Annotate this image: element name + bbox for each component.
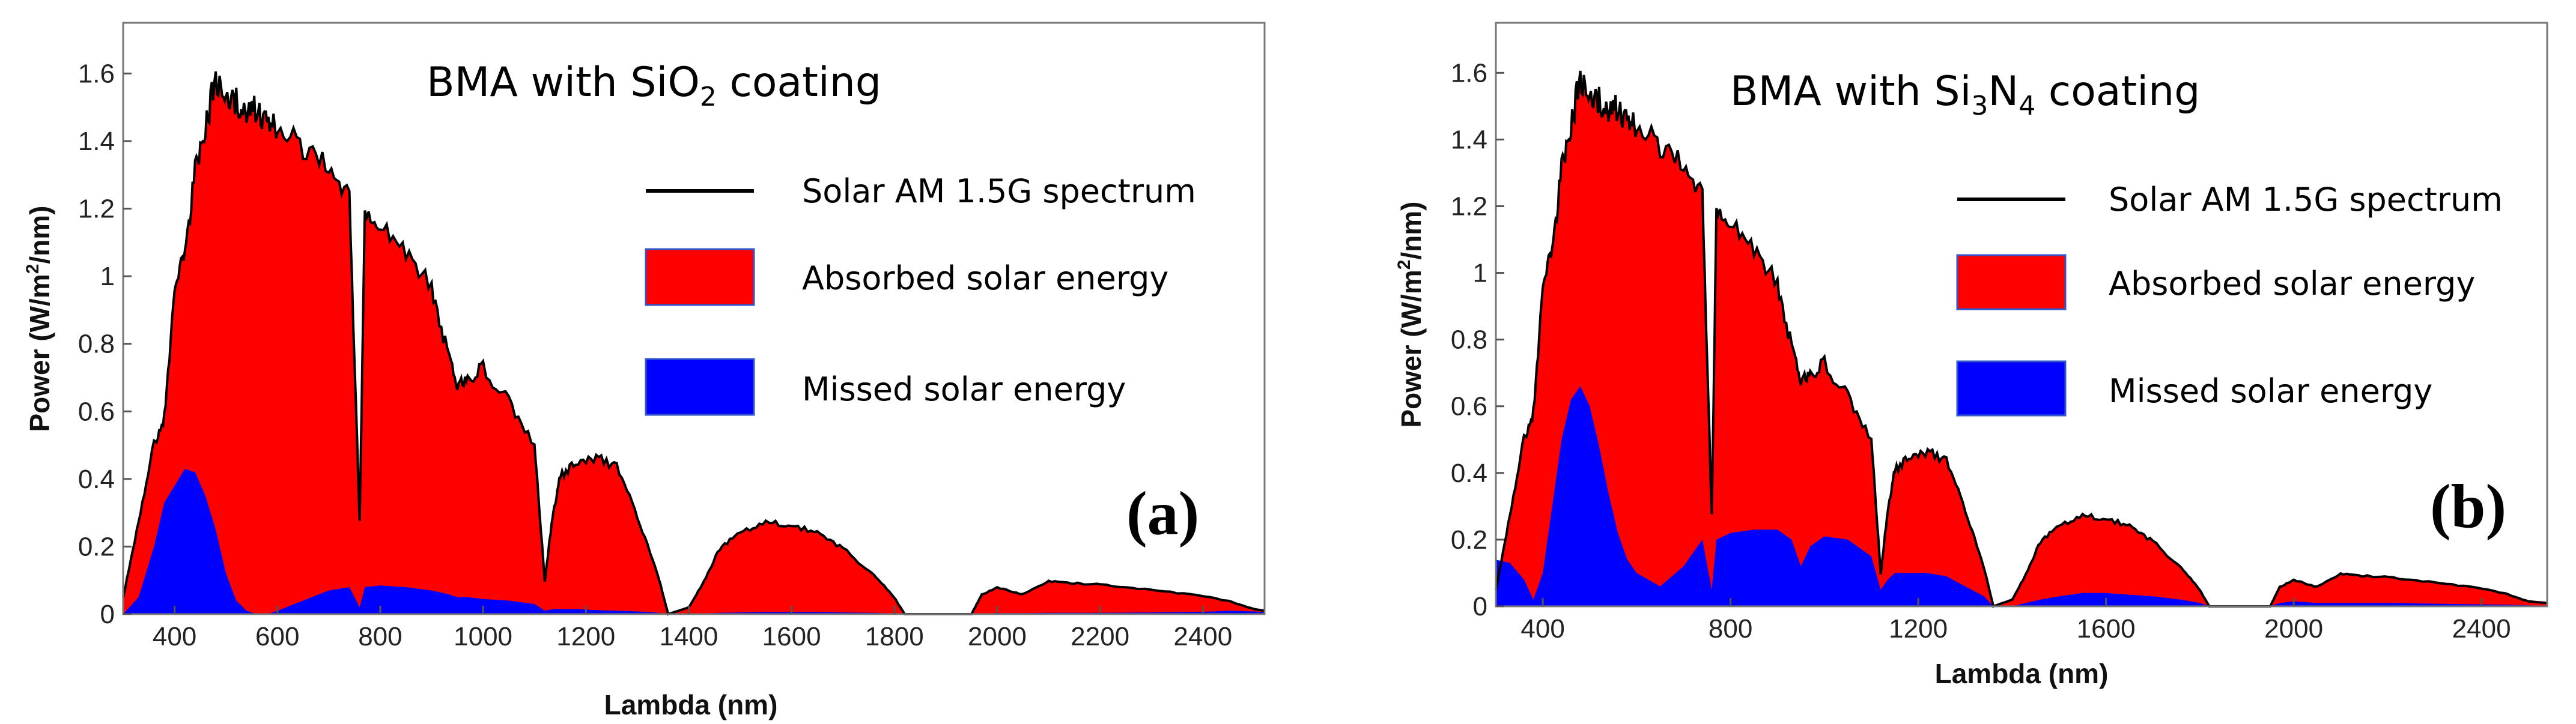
panel-a-x-axis-label: Lambda (nm) xyxy=(604,689,778,720)
panel-a-y-tick-label: 0 xyxy=(100,600,115,629)
panel-b: 400 800 1200 1600 2000 2400 0 0.2 0.4 0.6 0.8 1 1.2… xyxy=(1394,22,2548,689)
panel-b-legend-missed: Missed solar energy xyxy=(2109,372,2432,410)
panel-b-absorbed-area xyxy=(1496,71,2547,606)
panel-a-x-tick-label: 1600 xyxy=(762,622,821,651)
panel-a-label: (a) xyxy=(1126,479,1199,548)
panel-b-y-tick-label: 0.2 xyxy=(1451,525,1487,555)
panel-a-y-tick-label: 0.2 xyxy=(78,532,115,561)
panel-a-x-tick-label: 1800 xyxy=(865,622,924,651)
panel-b-x-tick-label: 400 xyxy=(1520,614,1564,644)
panel-b-x-tick-label: 1600 xyxy=(2077,614,2136,644)
panel-a-y-ticks: 0 0.2 0.4 0.6 0.8 1 1.2 1.4 1.6 xyxy=(78,59,132,629)
panel-a-absorbed-area xyxy=(123,71,1265,615)
panel-b-y-tick-label: 1 xyxy=(1473,259,1487,288)
panel-a-legend-missed: Missed solar energy xyxy=(802,370,1126,408)
panel-a-x-tick-label: 2400 xyxy=(1173,622,1232,651)
panel-b-legend-swatch-absorbed xyxy=(1956,254,2067,310)
panel-b-y-axis-label: Power (W/m2/nm) xyxy=(1394,201,1427,427)
panel-a-x-ticks: 400 600 800 1000 1200 1400 1600 1800 2000 2200 240… xyxy=(153,606,1232,651)
panel-a-y-axis-label: Power (W/m2/nm) xyxy=(23,205,55,432)
panel-b-x-tick-label: 2000 xyxy=(2264,614,2323,644)
panel-b-x-tick-label: 1200 xyxy=(1889,614,1948,644)
panel-a-y-tick-label: 1.2 xyxy=(78,195,115,224)
panel-b-x-tick-label: 2400 xyxy=(2452,614,2511,644)
panel-b-x-ticks: 400 800 1200 1600 2000 2400 xyxy=(1520,598,2511,644)
panel-a-x-tick-label: 1400 xyxy=(659,622,718,651)
panel-a-x-tick-label: 800 xyxy=(358,622,402,651)
panel-b-missed-area xyxy=(1496,386,2547,606)
panel-b-axes-box xyxy=(1495,22,2548,608)
panel-b-y-tick-label: 1.4 xyxy=(1451,125,1487,154)
panel-a-axes-box xyxy=(122,22,1266,615)
panel-b-y-tick-label: 0.4 xyxy=(1451,459,1487,488)
panel-b-label: (b) xyxy=(2430,472,2506,541)
panel-a-x-tick-label: 600 xyxy=(255,622,299,651)
panel-b-y-tick-label: 0.6 xyxy=(1451,392,1487,421)
panel-a-legend-spectrum: Solar AM 1.5G spectrum xyxy=(802,172,1196,210)
panel-a-legend-absorbed: Absorbed solar energy xyxy=(802,259,1168,297)
panel-a-y-tick-label: 1.4 xyxy=(78,127,115,156)
panel-a-x-tick-label: 1200 xyxy=(556,622,615,651)
panel-b-x-tick-label: 800 xyxy=(1709,614,1752,644)
panel-b-legend-absorbed: Absorbed solar energy xyxy=(2109,265,2475,303)
panel-b-x-axis-label: Lambda (nm) xyxy=(1935,658,2109,689)
panel-b-legend-spectrum: Solar AM 1.5G spectrum xyxy=(2109,181,2503,219)
panel-a-legend-swatch-absorbed xyxy=(645,248,755,306)
panel-a: 400 600 800 1000 1200 1400 1600 1800 2000 2200 240… xyxy=(23,22,1266,720)
panel-a-y-tick-label: 1 xyxy=(100,262,115,291)
panel-a-x-tick-label: 1000 xyxy=(454,622,512,651)
panel-b-y-tick-label: 1.6 xyxy=(1451,58,1487,88)
panel-b-y-tick-label: 0.8 xyxy=(1451,325,1487,355)
panel-b-y-tick-label: 1.2 xyxy=(1451,192,1487,221)
panel-a-x-tick-label: 2200 xyxy=(1071,622,1129,651)
panel-a-y-tick-label: 0.8 xyxy=(78,330,115,359)
panel-a-x-tick-label: 2000 xyxy=(968,622,1027,651)
panel-a-y-tick-label: 1.6 xyxy=(78,59,115,88)
panel-a-y-tick-label: 0.4 xyxy=(78,465,115,494)
panel-a-plot-area xyxy=(122,71,1265,616)
panel-b-y-ticks: 0 0.2 0.4 0.6 0.8 1 1.2 1.4 1.6 xyxy=(1451,58,1504,621)
panel-a-legend-swatch-missed xyxy=(645,358,755,416)
panel-b-plot-area xyxy=(1495,70,2548,608)
panel-b-spectrum-line xyxy=(1495,70,2548,608)
panel-a-y-tick-label: 0.6 xyxy=(78,397,115,426)
panel-a-x-tick-label: 400 xyxy=(153,622,196,651)
panel-a-spectrum-line xyxy=(122,71,1265,616)
panel-b-title: BMA with Si3N4 coating xyxy=(1730,68,2200,121)
panel-b-y-tick-label: 0 xyxy=(1473,592,1487,621)
panel-a-title: BMA with SiO2 coating xyxy=(427,59,881,112)
panel-b-legend-swatch-missed xyxy=(1956,360,2067,417)
